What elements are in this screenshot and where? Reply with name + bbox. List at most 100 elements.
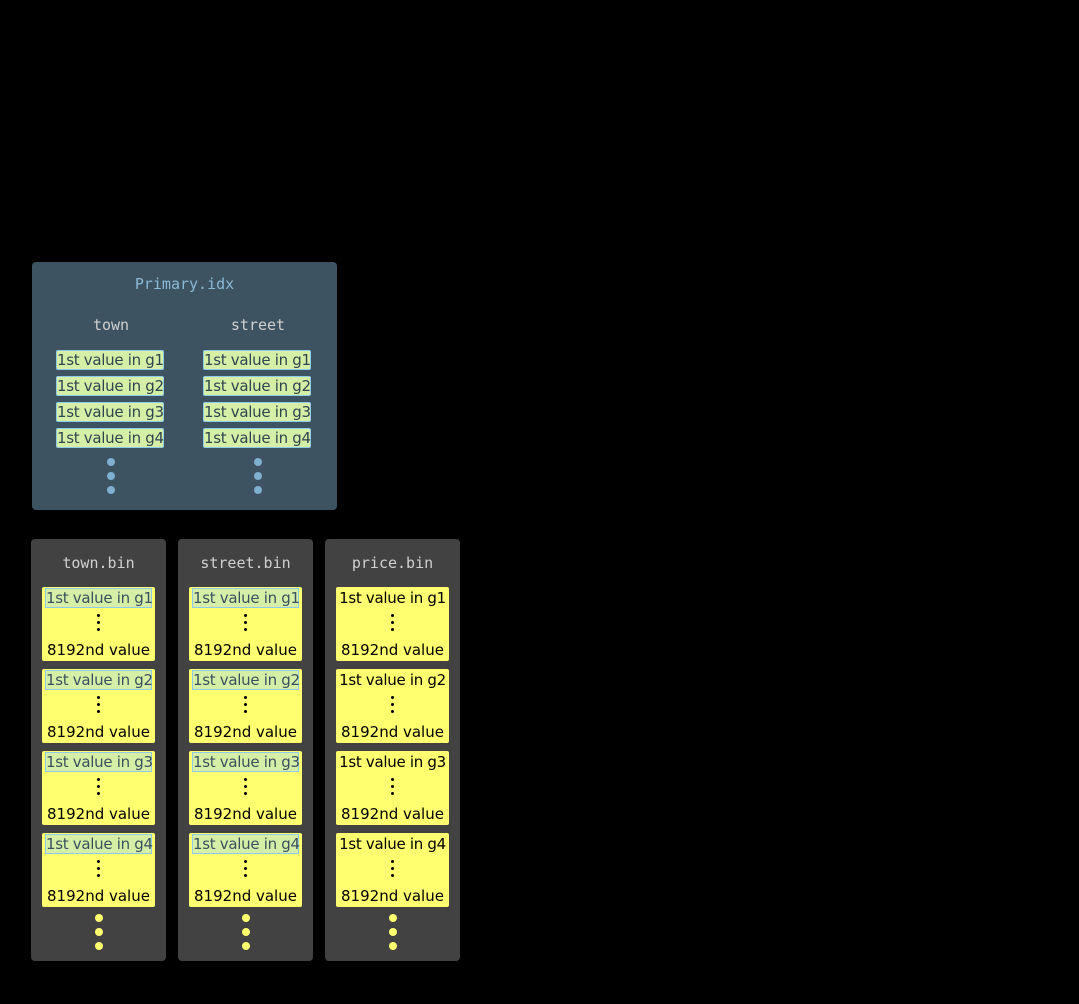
ellipsis-dot <box>244 874 247 877</box>
primary-index-panel: Primary.idx town 1st value in g1 1st value… <box>32 262 337 510</box>
ellipsis-dot <box>107 458 115 466</box>
granule: 1st value in g1 8192nd value <box>336 587 449 661</box>
ellipsis-dot <box>391 785 394 788</box>
granule-last-value: 8192nd value <box>47 641 150 659</box>
granule-last-value: 8192nd value <box>194 723 297 741</box>
ellipsis-dot <box>391 614 394 617</box>
ellipsis-dot <box>242 928 250 936</box>
index-column-header-town: town <box>92 316 130 334</box>
ellipsis-dot <box>391 792 394 795</box>
granule: 1st value in g1 8192nd value <box>189 587 302 661</box>
ellipsis-dot <box>244 778 247 781</box>
bin-file-town-bin: town.bin 1st value in g1 8192nd value 1st v… <box>31 539 166 961</box>
granule: 1st value in g3 8192nd value <box>336 751 449 825</box>
ellipsis-dot <box>97 621 100 624</box>
granule-first-value: 1st value in g2 <box>339 671 446 689</box>
ellipsis-dot <box>389 914 397 922</box>
ellipsis-dot <box>391 710 394 713</box>
ellipsis-dot <box>244 621 247 624</box>
ellipsis-dot <box>244 703 247 706</box>
ellipsis-dot <box>95 928 103 936</box>
ellipsis-dot <box>242 942 250 950</box>
granule-first-value: 1st value in g4 <box>45 834 153 854</box>
primary-index-title: Primary.idx <box>134 275 235 293</box>
index-mark: 1st value in g2 <box>203 376 311 396</box>
ellipsis-dot <box>391 867 394 870</box>
bin-file-title: town.bin <box>62 554 135 572</box>
ellipsis-dot <box>95 914 103 922</box>
ellipsis-dot <box>254 486 262 494</box>
index-mark: 1st value in g3 <box>203 402 311 422</box>
granule-first-value: 1st value in g1 <box>45 588 153 608</box>
granule-last-value: 8192nd value <box>47 723 150 741</box>
ellipsis-dot <box>97 628 100 631</box>
ellipsis-dot <box>391 778 394 781</box>
ellipsis-dot <box>97 710 100 713</box>
ellipsis-dot <box>391 703 394 706</box>
ellipsis-dot <box>391 628 394 631</box>
granule-first-value: 1st value in g4 <box>339 835 446 853</box>
ellipsis-dot <box>97 874 100 877</box>
granule-first-value: 1st value in g1 <box>192 588 300 608</box>
granule-last-value: 8192nd value <box>194 887 297 905</box>
index-mark: 1st value in g4 <box>56 428 164 448</box>
index-mark: 1st value in g1 <box>56 350 164 370</box>
ellipsis-dot <box>242 914 250 922</box>
index-mark: 1st value in g3 <box>56 402 164 422</box>
ellipsis-dot <box>244 710 247 713</box>
ellipsis-dot <box>244 792 247 795</box>
ellipsis-dot <box>95 942 103 950</box>
granule-first-value: 1st value in g2 <box>192 670 300 690</box>
ellipsis-dot <box>254 472 262 480</box>
ellipsis-dot <box>107 472 115 480</box>
ellipsis-dot <box>97 778 100 781</box>
granule-first-value: 1st value in g1 <box>339 589 446 607</box>
ellipsis-dot <box>107 486 115 494</box>
ellipsis-dot <box>97 703 100 706</box>
bin-file-street-bin: street.bin 1st value in g1 8192nd value 1st… <box>178 539 313 961</box>
granule-first-value: 1st value in g3 <box>45 752 153 772</box>
granule: 1st value in g3 8192nd value <box>42 751 155 825</box>
granule-last-value: 8192nd value <box>194 641 297 659</box>
granule-last-value: 8192nd value <box>47 887 150 905</box>
ellipsis-dot <box>244 860 247 863</box>
ellipsis-dot <box>244 785 247 788</box>
granule: 1st value in g2 8192nd value <box>336 669 449 743</box>
ellipsis-dot <box>391 860 394 863</box>
ellipsis-dot <box>97 614 100 617</box>
index-mark: 1st value in g2 <box>56 376 164 396</box>
granule-last-value: 8192nd value <box>341 887 444 905</box>
ellipsis-dot <box>97 785 100 788</box>
ellipsis-dot <box>244 628 247 631</box>
ellipsis-dot <box>391 621 394 624</box>
granule-first-value: 1st value in g4 <box>192 834 300 854</box>
ellipsis-dot <box>244 614 247 617</box>
granule: 1st value in g2 8192nd value <box>42 669 155 743</box>
index-mark: 1st value in g4 <box>203 428 311 448</box>
granule: 1st value in g1 8192nd value <box>42 587 155 661</box>
granule-first-value: 1st value in g3 <box>339 753 446 771</box>
ellipsis-dot <box>244 867 247 870</box>
ellipsis-dot <box>389 942 397 950</box>
ellipsis-dot <box>254 458 262 466</box>
bin-file-title: street.bin <box>200 554 291 572</box>
granule: 1st value in g3 8192nd value <box>189 751 302 825</box>
index-column-header-street: street <box>230 316 286 334</box>
granule: 1st value in g2 8192nd value <box>189 669 302 743</box>
granule-last-value: 8192nd value <box>341 805 444 823</box>
granule: 1st value in g4 8192nd value <box>42 833 155 907</box>
bin-file-price-bin: price.bin 1st value in g1 8192nd value 1st … <box>325 539 460 961</box>
bin-file-title: price.bin <box>351 554 434 572</box>
granule-last-value: 8192nd value <box>341 641 444 659</box>
granule: 1st value in g4 8192nd value <box>189 833 302 907</box>
ellipsis-dot <box>391 696 394 699</box>
ellipsis-dot <box>97 867 100 870</box>
granule-first-value: 1st value in g2 <box>45 670 153 690</box>
ellipsis-dot <box>97 696 100 699</box>
ellipsis-dot <box>389 928 397 936</box>
ellipsis-dot <box>244 696 247 699</box>
granule: 1st value in g4 8192nd value <box>336 833 449 907</box>
ellipsis-dot <box>97 792 100 795</box>
ellipsis-dot <box>391 874 394 877</box>
granule-last-value: 8192nd value <box>341 723 444 741</box>
